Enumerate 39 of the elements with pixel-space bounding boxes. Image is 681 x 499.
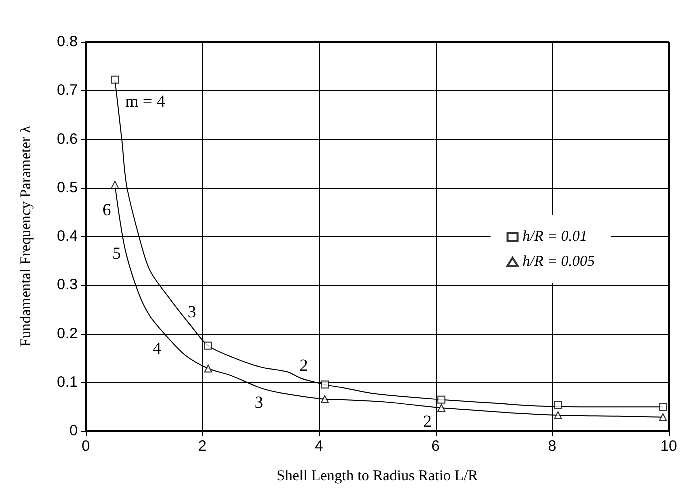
annotation: 2 xyxy=(300,356,308,375)
annotation: 6 xyxy=(102,200,112,220)
point xyxy=(438,396,446,404)
x-tick-label: 0 xyxy=(82,438,90,455)
y-tick-label: 0.1 xyxy=(57,374,78,391)
point xyxy=(204,364,212,373)
annotation: m = 4 xyxy=(126,92,166,111)
y-axis-title: Fundamental Frequency Parameter λ xyxy=(18,125,34,347)
point xyxy=(554,401,562,410)
y-tick-label: 0 xyxy=(70,422,78,440)
y-tick-label: 0.6 xyxy=(57,130,78,148)
annotation: 3 xyxy=(254,392,264,412)
legend-label: h/R = 0.005 xyxy=(522,254,596,270)
x-tick-label: 2 xyxy=(198,438,207,455)
point xyxy=(111,180,120,189)
annotation: 2 xyxy=(423,412,432,431)
annotation: 5 xyxy=(112,244,122,264)
x-tick-label: 10 xyxy=(660,438,678,455)
y-tick-label: 0.7 xyxy=(57,82,78,100)
point xyxy=(111,76,120,84)
point xyxy=(321,395,330,404)
legend-label: h/R = 0.01 xyxy=(522,229,588,245)
point xyxy=(554,411,562,420)
annotation: 3 xyxy=(188,302,196,322)
x-axis-title: Shell Length to Radius Ratio L/R xyxy=(276,468,478,484)
point xyxy=(659,413,668,422)
y-tick-label: 0.8 xyxy=(57,34,78,50)
point xyxy=(204,342,212,350)
y-tick-label: 0.5 xyxy=(57,179,78,196)
y-tick-label: 0.2 xyxy=(57,325,78,342)
point xyxy=(438,404,446,412)
x-tick-label: 4 xyxy=(315,438,324,455)
annotation: 4 xyxy=(152,338,162,358)
point xyxy=(321,380,330,389)
point xyxy=(659,403,668,412)
y-tick-label: 0.4 xyxy=(57,228,78,245)
x-tick-label: 6 xyxy=(432,438,440,455)
x-tick-label: 8 xyxy=(548,438,557,455)
y-tick-label: 0.3 xyxy=(57,276,78,294)
